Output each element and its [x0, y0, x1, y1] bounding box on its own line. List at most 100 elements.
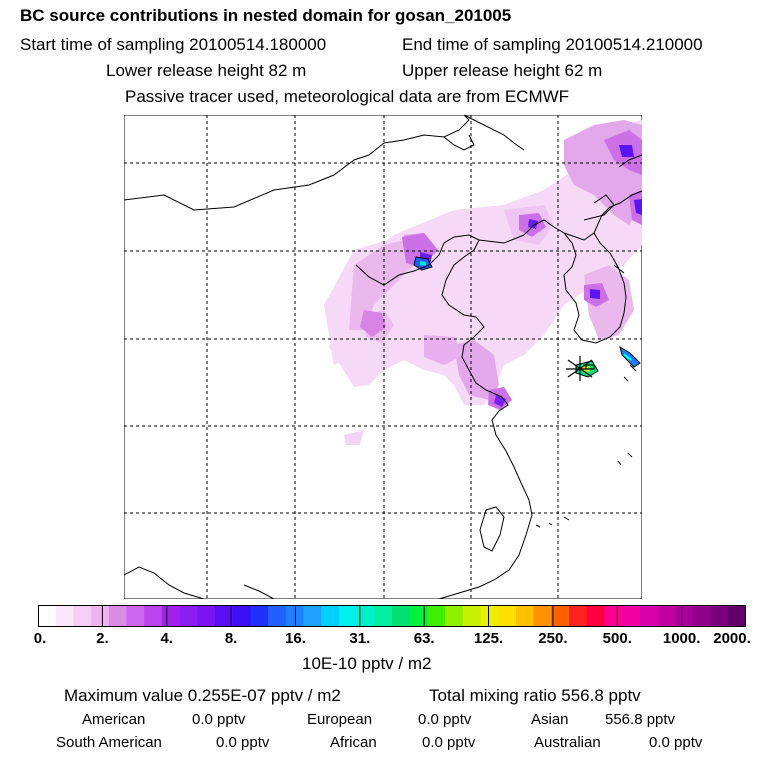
- colorbar-cell: [268, 605, 287, 627]
- plume-region: [528, 219, 538, 229]
- colorbar-cell: [126, 605, 145, 627]
- colorbar-cell: [392, 605, 411, 627]
- colorbar-cell: [55, 605, 74, 627]
- colorbar-cell: [179, 605, 198, 627]
- colorbar-cell: [338, 605, 358, 627]
- colorbar-cell: [232, 605, 251, 627]
- colorbar-cell: [445, 605, 464, 627]
- african-value: 0.0 pptv: [422, 734, 476, 751]
- coastline: [613, 264, 625, 274]
- plume-region: [349, 235, 424, 330]
- colorbar-tick-label: 2.: [96, 630, 109, 647]
- island: [629, 364, 637, 372]
- taiwan-coastline: [479, 506, 505, 552]
- colorbar-cell: [551, 605, 570, 627]
- colorbar-cell: [108, 605, 127, 627]
- total-mixing-ratio: Total mixing ratio 556.8 pptv: [429, 686, 641, 705]
- american-label: American: [82, 711, 146, 728]
- units-label: 10E-10 pptv / m2: [302, 654, 432, 673]
- colorbar-tick-label: 125.: [473, 630, 504, 647]
- start-sampling-time: Start time of sampling 20100514.180000: [20, 35, 327, 54]
- colorbar-tick-label: 4.: [160, 630, 173, 647]
- colorbar-tick-label: 1000.: [662, 630, 701, 647]
- plume-layer: [324, 120, 642, 445]
- island: [563, 516, 570, 521]
- colorbar-cell: [197, 605, 216, 627]
- plume-region: [634, 199, 642, 215]
- colorbar-cell: [710, 605, 729, 627]
- colorbar-cell: [462, 605, 481, 627]
- colorbar-cell: [586, 605, 605, 627]
- plume-region: [329, 120, 642, 405]
- colorbar-tick-label: 8.: [224, 630, 238, 647]
- south-american-label: South American: [56, 734, 162, 751]
- coastline: [463, 115, 525, 151]
- colorbar-cell: [285, 605, 304, 627]
- colorbar-cell: [215, 605, 234, 627]
- asian-value: 556.8 pptv: [605, 711, 676, 728]
- colorbar-cell: [303, 605, 322, 627]
- colorbar-tick-label: 31.: [349, 630, 371, 647]
- colorbar-cell: [409, 605, 428, 627]
- colorbar-cell: [427, 605, 446, 627]
- coastlines: [124, 115, 642, 599]
- lower-release-height: Lower release height 82 m: [106, 61, 307, 80]
- colorbar-cell: [533, 605, 552, 627]
- plume-region: [360, 310, 386, 337]
- colorbar: [38, 605, 746, 627]
- colorbar-cell: [356, 605, 375, 627]
- receptor-marker: [566, 356, 594, 381]
- plume-region: [454, 340, 499, 400]
- european-value: 0.0 pptv: [418, 711, 472, 728]
- colorbar-cell: [657, 605, 676, 627]
- plume-hotspot: [420, 261, 426, 266]
- colorbar-cell: [604, 605, 623, 627]
- colorbar-cell: [639, 605, 658, 627]
- colorbar-cell: [38, 605, 57, 627]
- colorbar-cell: [144, 605, 163, 627]
- colorbar-tick-label: 63.: [413, 630, 435, 647]
- african-label: African: [330, 734, 377, 751]
- plume-region: [344, 430, 364, 445]
- colorbar-cell: [728, 605, 746, 627]
- island: [623, 376, 629, 382]
- colorbar-cell: [480, 605, 499, 627]
- coastline: [618, 154, 642, 168]
- plume-region: [424, 335, 464, 365]
- map-title: BC source contributions in nested domain…: [20, 6, 512, 25]
- plume-region: [619, 145, 634, 157]
- colorbar-cell: [498, 605, 517, 627]
- colorbar-cell: [321, 605, 340, 627]
- island: [535, 524, 541, 528]
- south-american-value: 0.0 pptv: [216, 734, 270, 751]
- concentration-map: [124, 115, 642, 599]
- coastline: [583, 194, 615, 221]
- colorbar-cell: [91, 605, 110, 627]
- receptor-hotspot: [624, 353, 632, 361]
- colorbar-tick-label: 250.: [538, 630, 568, 647]
- end-sampling-time: End time of sampling 20100514.210000: [402, 35, 703, 54]
- plume-region: [590, 289, 600, 299]
- australian-label: Australian: [534, 734, 601, 751]
- tracer-note: Passive tracer used, meteorological data…: [125, 87, 570, 106]
- map-grid: [124, 115, 642, 599]
- european-label: European: [307, 711, 373, 728]
- colorbar-cell: [161, 605, 181, 627]
- colorbar-tick-label: 0.: [33, 630, 47, 647]
- american-value: 0.0 pptv: [192, 711, 246, 728]
- island: [617, 460, 622, 466]
- australian-value: 0.0 pptv: [649, 734, 703, 751]
- asian-label: Asian: [531, 711, 569, 728]
- island: [627, 452, 633, 458]
- colorbar-tick-label: 2000.: [713, 630, 751, 647]
- colorbar-cell: [374, 605, 393, 627]
- maximum-value: Maximum value 0.255E-07 pptv / m2: [64, 686, 341, 705]
- colorbar-cell: [622, 605, 641, 627]
- island: [548, 522, 553, 526]
- colorbar-cell: [515, 605, 535, 627]
- coastline: [243, 584, 275, 599]
- colorbar-cell: [569, 605, 588, 627]
- colorbar-cell: [73, 605, 92, 627]
- coastline: [563, 232, 595, 241]
- coastline: [124, 115, 470, 211]
